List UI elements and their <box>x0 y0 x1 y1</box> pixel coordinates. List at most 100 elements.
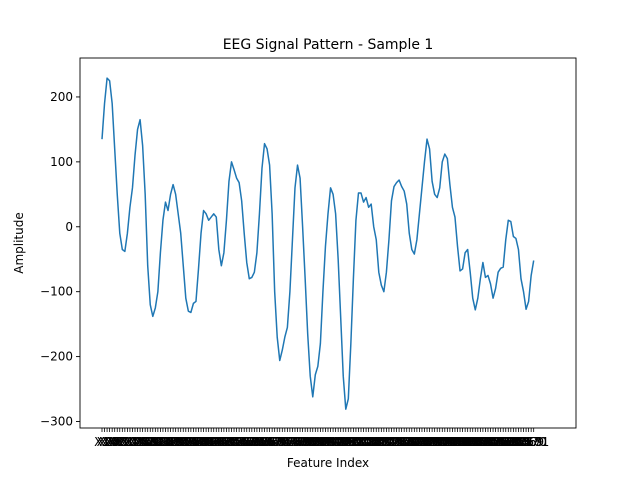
x-tick-label: X171 <box>518 435 549 449</box>
x-tick-label: X79 <box>288 435 312 449</box>
x-tick-label: X115 <box>376 435 407 449</box>
y-axis: −300 −200 −100 0 100 200 <box>40 90 80 429</box>
x-tick-label: X123 <box>396 435 427 449</box>
x-tick-label: X76 <box>281 435 305 449</box>
x-tick-label: X130 <box>414 435 445 449</box>
x-tick-label: X124 <box>399 435 430 449</box>
x-tick-label: X105 <box>351 435 382 449</box>
x-tick-label: X43 <box>197 435 221 449</box>
x-tick-label: X152 <box>470 435 501 449</box>
x-tick-label: X40 <box>189 435 213 449</box>
x-tick-label: X32 <box>169 435 193 449</box>
x-tick-label: X96 <box>331 435 355 449</box>
x-tick-label: X89 <box>314 435 338 449</box>
x-tick-label: X48 <box>210 435 234 449</box>
x-tick-label: X13 <box>121 435 145 449</box>
x-tick-label: X57 <box>232 435 256 449</box>
x-tick-label: X42 <box>194 435 218 449</box>
x-tick-label: X132 <box>419 435 450 449</box>
x-tick-label: X78 <box>286 435 310 449</box>
x-tick-label: X77 <box>283 435 307 449</box>
x-tick-label: X7 <box>109 435 125 449</box>
x-tick-label: X59 <box>238 435 262 449</box>
x-tick-label: X122 <box>394 435 425 449</box>
x-tick-label: X72 <box>271 435 295 449</box>
x-tick-label: X84 <box>301 435 325 449</box>
x-tick-label: X106 <box>353 435 384 449</box>
x-tick-label: X112 <box>368 435 399 449</box>
x-tick-label: X67 <box>258 435 282 449</box>
x-tick-label: X31 <box>166 435 190 449</box>
x-tick-label: X164 <box>500 435 531 449</box>
x-tick-label: X45 <box>202 435 226 449</box>
x-tick-label: X58 <box>235 435 259 449</box>
x-tick-label: X56 <box>230 435 254 449</box>
x-tick-label: X108 <box>358 435 389 449</box>
x-tick-label: X92 <box>321 435 345 449</box>
x-tick-label: X9 <box>114 435 130 449</box>
x-tick-label: X142 <box>444 435 475 449</box>
x-tick-label: X165 <box>503 435 534 449</box>
x-tick-label: X144 <box>450 435 481 449</box>
x-tick-label: X136 <box>429 435 460 449</box>
x-tick-label: X148 <box>460 435 491 449</box>
x-tick-label: X101 <box>340 435 371 449</box>
x-tick-label: X163 <box>498 435 529 449</box>
x-tick-label: X2 <box>97 435 113 449</box>
x-tick-label: X55 <box>227 435 251 449</box>
x-tick-label: X44 <box>199 435 223 449</box>
x-tick-label: X21 <box>141 435 165 449</box>
x-tick-label: X74 <box>276 435 300 449</box>
x-tick-label: X151 <box>467 435 498 449</box>
x-tick-label: X27 <box>156 435 180 449</box>
x-tick-label: X170 <box>516 435 547 449</box>
x-tick-label: X125 <box>401 435 432 449</box>
x-tick-label: X95 <box>329 435 353 449</box>
y-tick-label: 200 <box>50 90 73 104</box>
x-tick-label: X69 <box>263 435 287 449</box>
x-tick-label: X62 <box>245 435 269 449</box>
x-tick-label: X160 <box>490 435 521 449</box>
x-tick-label: X33 <box>172 435 196 449</box>
x-tick-label: X103 <box>345 435 376 449</box>
x-tick-label: X93 <box>324 435 348 449</box>
x-tick-label: X61 <box>243 435 267 449</box>
x-tick-label: X155 <box>477 435 508 449</box>
x-tick-label: X65 <box>253 435 277 449</box>
x-tick-label: X17 <box>131 435 155 449</box>
x-tick-label: X149 <box>462 435 493 449</box>
x-tick-label: X49 <box>212 435 236 449</box>
x-tick-label: X6 <box>107 435 123 449</box>
x-tick-label: X127 <box>406 435 437 449</box>
series-layer <box>101 77 535 410</box>
x-tick-label: X99 <box>339 435 363 449</box>
x-tick-label: X159 <box>488 435 519 449</box>
x-tick-label: X22 <box>144 435 168 449</box>
x-tick-label: X12 <box>118 435 142 449</box>
x-tick-label: X156 <box>480 435 511 449</box>
y-axis-label: Amplitude <box>12 212 26 274</box>
x-tick-label: X137 <box>432 435 463 449</box>
x-tick-label: X29 <box>161 435 185 449</box>
x-tick-label: X35 <box>177 435 201 449</box>
x-tick-label: X10 <box>113 435 137 449</box>
x-axis: X1X2X3X4X5X6X7X8X9X10X11X12X13X14X15X16X… <box>94 428 549 449</box>
x-tick-label: X143 <box>447 435 478 449</box>
x-tick-label: X146 <box>455 435 486 449</box>
x-tick-label: X20 <box>138 435 162 449</box>
x-tick-label: X153 <box>472 435 503 449</box>
x-tick-label: X24 <box>149 435 173 449</box>
x-tick-label: X36 <box>179 435 203 449</box>
x-tick-label: X87 <box>309 435 333 449</box>
x-tick-label: X138 <box>434 435 465 449</box>
y-tick-label: 100 <box>50 155 73 169</box>
x-tick-label: X135 <box>427 435 458 449</box>
x-tick-label: X71 <box>268 435 292 449</box>
x-tick-label: X158 <box>485 435 516 449</box>
x-tick-label: X129 <box>411 435 442 449</box>
x-tick-label: X120 <box>389 435 420 449</box>
series-line-1 <box>101 77 535 410</box>
x-tick-label: X75 <box>278 435 302 449</box>
x-tick-label: X94 <box>326 435 350 449</box>
x-tick-label: X23 <box>146 435 170 449</box>
